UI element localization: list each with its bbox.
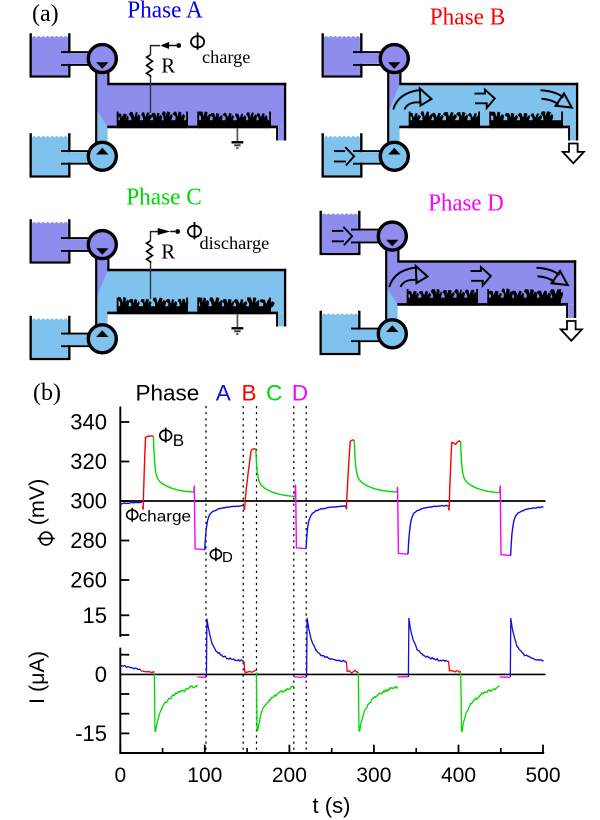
svg-text:discharge: discharge bbox=[200, 233, 270, 253]
svg-text:R: R bbox=[161, 241, 175, 264]
svg-text:I (μA): I (μA) bbox=[25, 651, 49, 704]
svg-text:320: 320 bbox=[70, 449, 107, 474]
svg-text:(mV): (mV) bbox=[25, 479, 49, 526]
svg-text:(b): (b) bbox=[33, 380, 61, 406]
svg-text:400: 400 bbox=[441, 764, 476, 787]
svg-text:0: 0 bbox=[95, 662, 107, 687]
svg-text:D: D bbox=[292, 381, 308, 406]
svg-text:15: 15 bbox=[83, 603, 107, 628]
svg-text:260: 260 bbox=[70, 568, 107, 593]
svg-text:Phase D: Phase D bbox=[428, 191, 504, 217]
svg-text:0: 0 bbox=[114, 764, 126, 787]
svg-text:t (s): t (s) bbox=[313, 793, 351, 818]
svg-text:Phase A: Phase A bbox=[127, 0, 203, 24]
svg-text:B: B bbox=[241, 381, 256, 406]
svg-text:charge: charge bbox=[139, 509, 192, 526]
svg-text:A: A bbox=[216, 381, 231, 406]
svg-text:300: 300 bbox=[356, 764, 391, 787]
svg-text:Phase B: Phase B bbox=[430, 5, 506, 31]
svg-text:R: R bbox=[161, 55, 175, 78]
svg-text:(a): (a) bbox=[32, 1, 59, 27]
svg-text:Phase: Phase bbox=[135, 381, 199, 406]
svg-text:Phase C: Phase C bbox=[126, 185, 202, 211]
svg-text:200: 200 bbox=[272, 764, 307, 787]
svg-text:340: 340 bbox=[70, 410, 107, 435]
svg-text:C: C bbox=[266, 381, 282, 406]
svg-text:100: 100 bbox=[187, 764, 222, 787]
svg-text:280: 280 bbox=[70, 528, 107, 553]
svg-text:500: 500 bbox=[525, 764, 560, 787]
svg-text:B: B bbox=[173, 431, 184, 450]
svg-text:charge: charge bbox=[202, 47, 250, 67]
svg-text:-15: -15 bbox=[75, 721, 107, 746]
svg-text:D: D bbox=[222, 549, 233, 566]
svg-text:300: 300 bbox=[70, 489, 107, 514]
